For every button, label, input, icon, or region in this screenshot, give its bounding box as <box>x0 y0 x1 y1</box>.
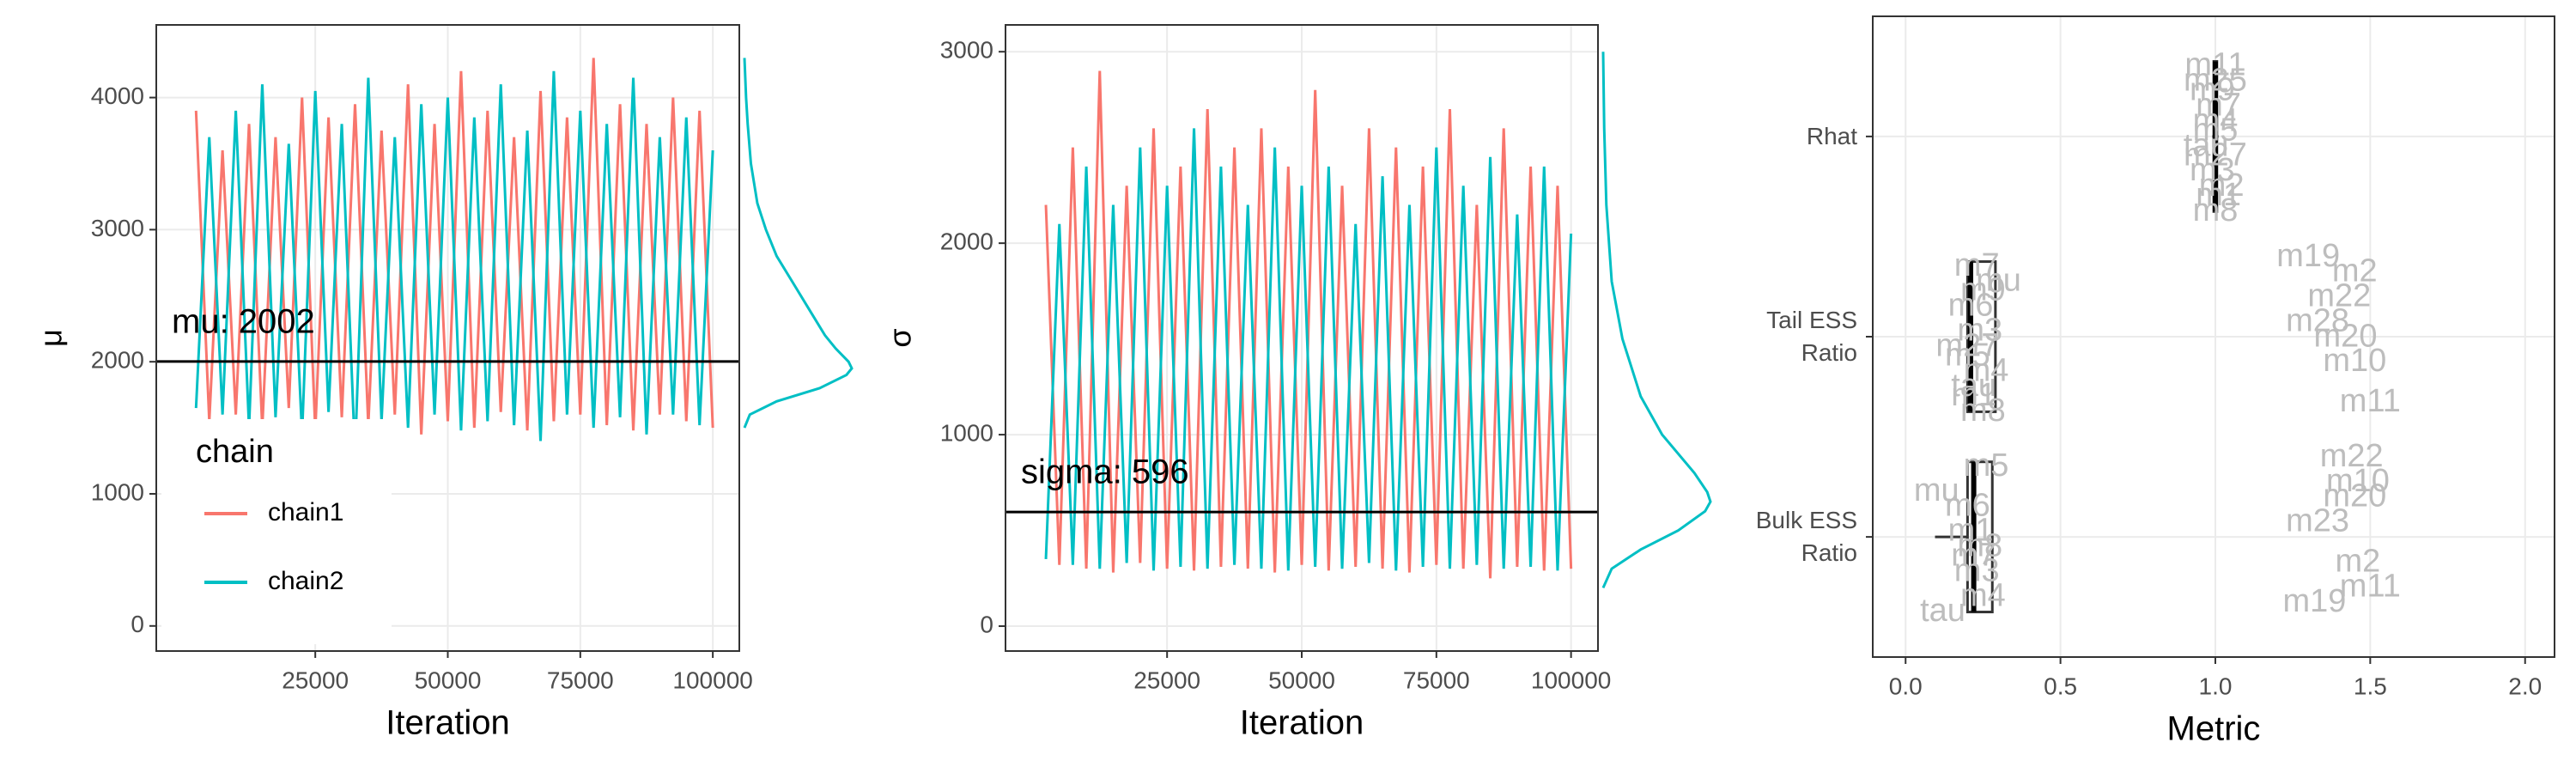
y-tick-label: 3000 <box>940 37 993 64</box>
point-label: m8 <box>1960 393 2006 429</box>
point-label: m4 <box>1960 577 2006 613</box>
point-label: m3 <box>1957 313 2002 349</box>
point-label: m2 <box>2332 253 2378 289</box>
point-label: tau <box>1920 593 1965 629</box>
point-label: m4 <box>1964 352 2009 388</box>
density-curve <box>743 58 854 429</box>
point-label: m20 <box>2314 318 2378 354</box>
point-label: m3 <box>1954 552 2000 588</box>
point-label: m9 <box>1960 272 2006 308</box>
y-tick-label: 2000 <box>91 347 144 374</box>
x-tick-label: 50000 <box>1268 666 1335 693</box>
point-label: m23 <box>2286 503 2349 539</box>
x-tick-label: 50000 <box>415 666 482 693</box>
annotation: sigma: 596 <box>1021 453 1189 491</box>
point-label: tau <box>2184 127 2229 163</box>
point-label: tau <box>1951 368 1996 404</box>
panel-border <box>1872 15 2555 658</box>
point-label: m9 <box>2190 72 2235 108</box>
point-label: m11 <box>2340 568 2401 604</box>
x-tick-label: 100000 <box>1531 666 1611 693</box>
y-tick-label: 0 <box>131 611 144 637</box>
y-tick-label: 1000 <box>940 419 993 446</box>
density-curve <box>1601 52 1712 589</box>
x-axis-title: Iteration <box>386 704 510 742</box>
point-label: m10 <box>2323 343 2386 379</box>
point-label: m8 <box>1957 528 2002 564</box>
point-label: m7 <box>2196 87 2241 123</box>
legend-title: chain <box>196 434 274 470</box>
panel-border <box>1005 24 1599 652</box>
box <box>1965 460 1994 614</box>
y-tick-label: 0 <box>980 611 993 637</box>
x-tick-label: 0.0 <box>1889 673 1923 699</box>
x-tick-label: 1.0 <box>2199 673 2233 699</box>
legend-box <box>161 419 392 644</box>
point-label: m2 <box>2336 543 2381 579</box>
y-tick-label: 3000 <box>91 215 144 241</box>
trace-line <box>194 70 714 454</box>
point-label: m4 <box>2193 102 2239 138</box>
point-label: m5 <box>2193 112 2239 148</box>
y-tick-label: Rhat <box>1806 122 1857 149</box>
x-tick-label: 1.5 <box>2354 673 2387 699</box>
x-tick-label: 0.5 <box>2044 673 2077 699</box>
y-tick-label: Bulk ESS Ratio <box>1755 507 1857 567</box>
legend-label: chain2 <box>268 567 343 595</box>
point-label: m7 <box>1951 538 1996 574</box>
point-label: mu <box>1976 263 2021 299</box>
point-label: m28 <box>2286 302 2349 338</box>
x-axis-title: Iteration <box>1240 704 1364 742</box>
point-label: m27 <box>1935 327 1999 363</box>
point-label: m5 <box>1964 447 2009 484</box>
x-tick-label: 25000 <box>282 666 349 693</box>
point-label: m6 <box>1945 488 1990 524</box>
point-label: m1 <box>2196 177 2241 213</box>
point-label: mu <box>1914 472 1959 508</box>
point-label: m3 <box>2190 152 2235 188</box>
x-tick-label: 100000 <box>672 666 752 693</box>
legend-label: chain1 <box>268 498 343 526</box>
point-label: m11 <box>2340 383 2401 419</box>
y-tick-label: 2000 <box>940 228 993 255</box>
point-label: m1 <box>1951 377 1996 413</box>
point-label: m22 <box>2307 278 2371 314</box>
point-label: m1 <box>1948 513 1994 549</box>
y-axis-title: μ <box>33 329 69 347</box>
x-tick-label: 2.0 <box>2508 673 2542 699</box>
y-tick-label: 1000 <box>91 478 144 505</box>
trace-line <box>1044 128 1573 571</box>
point-label: m19 <box>2276 238 2340 274</box>
x-tick-label: 75000 <box>547 666 614 693</box>
point-label: m7 <box>1954 247 2000 283</box>
point-label: m6 <box>1948 288 1994 324</box>
panel-border <box>155 24 740 652</box>
point-label: m25 <box>2184 63 2247 99</box>
annotation: mu: 2002 <box>172 302 315 340</box>
point-label: m11 <box>2184 47 2245 83</box>
point-label: m19 <box>2282 583 2346 619</box>
point-label: m8 <box>2193 192 2239 228</box>
x-tick-label: 75000 <box>1403 666 1470 693</box>
x-axis-title: Metric <box>2167 710 2261 748</box>
box <box>1965 260 1997 413</box>
point-label: m27 <box>2184 137 2247 173</box>
x-tick-label: 25000 <box>1133 666 1200 693</box>
y-tick-label: Tail ESS Ratio <box>1766 307 1857 366</box>
point-label: m22 <box>2320 438 2384 474</box>
y-axis-title: σ <box>883 328 918 347</box>
point-label: m20 <box>2323 478 2386 514</box>
y-tick-label: 4000 <box>91 82 144 109</box>
point-label: m10 <box>2326 463 2390 499</box>
point-label: m2 <box>2199 167 2245 204</box>
point-label: m5 <box>1945 337 1990 373</box>
